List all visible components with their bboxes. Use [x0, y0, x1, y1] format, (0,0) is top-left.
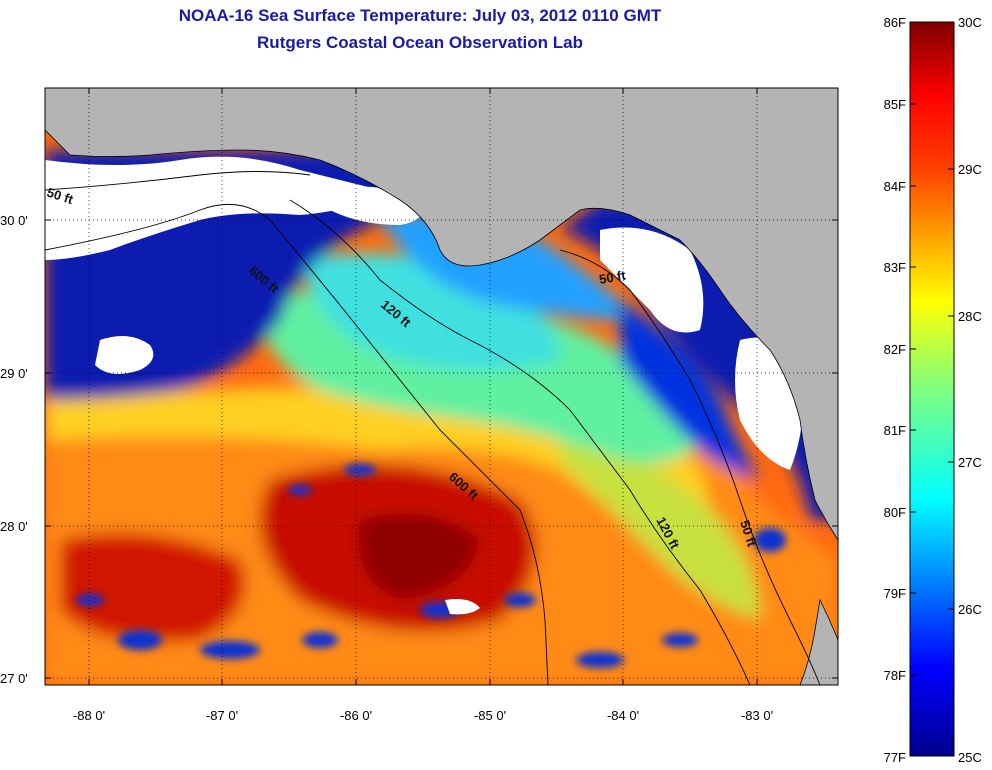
- colorbar-f-label: 81F: [884, 423, 906, 438]
- land-mask: [45, 88, 838, 685]
- map-frame: [44, 87, 839, 686]
- isobath-label: 50 ft: [598, 267, 628, 287]
- colorbar-c-label: 29C: [958, 162, 982, 177]
- lon-label: -84 0': [607, 708, 639, 723]
- map-plot: 50 ft 600 ft 120 ft 50 ft 600 ft 120 ft …: [45, 88, 838, 685]
- lat-label: 28 0': [0, 519, 28, 534]
- colorbar-c-label: 27C: [958, 455, 982, 470]
- lon-label: -88 0': [73, 708, 105, 723]
- colorbar-f-label: 85F: [884, 97, 906, 112]
- lat-label: 29 0': [0, 366, 28, 381]
- colorbar-c-label: 26C: [958, 602, 982, 617]
- colorbar-c-label: 25C: [958, 750, 982, 765]
- axis-ticks: [45, 88, 838, 685]
- colorbar-gradient: [909, 21, 955, 757]
- colorbar-f-label: 80F: [884, 505, 906, 520]
- colorbar-f-label: 78F: [884, 668, 906, 683]
- colorbar-f-label: 82F: [884, 342, 906, 357]
- colorbar-f-label: 79F: [884, 586, 906, 601]
- isobath-lines: [45, 171, 821, 685]
- graticule: [45, 88, 838, 685]
- isobath-50ft-line: [45, 171, 821, 685]
- colorbar-f-label: 83F: [884, 260, 906, 275]
- colorbar: 86F 85F 84F 83F 82F 81F 80F 79F 78F 77F …: [884, 15, 982, 765]
- lon-label: -86 0': [340, 708, 372, 723]
- lat-label: 30 0': [0, 213, 28, 228]
- colorbar-f-label: 77F: [884, 750, 906, 765]
- colorbar-f-label: 84F: [884, 179, 906, 194]
- map-title: NOAA-16 Sea Surface Temperature: July 03…: [178, 6, 662, 25]
- colorbar-f-label: 86F: [884, 15, 906, 30]
- colorbar-c-label: 28C: [958, 309, 982, 324]
- isobath-120ft-line: [289, 199, 751, 685]
- map-subtitle: Rutgers Coastal Ocean Observation Lab: [257, 33, 583, 52]
- isobath-600ft-line: [45, 203, 549, 685]
- colorbar-c-label: 30C: [958, 15, 982, 30]
- sst-cold-patches: [76, 464, 786, 668]
- lon-label: -83 0': [741, 708, 773, 723]
- lon-label: -85 0': [474, 708, 506, 723]
- lon-label: -87 0': [206, 708, 238, 723]
- colorbar-ticks: [910, 103, 954, 676]
- lat-label: 27 0': [0, 671, 28, 686]
